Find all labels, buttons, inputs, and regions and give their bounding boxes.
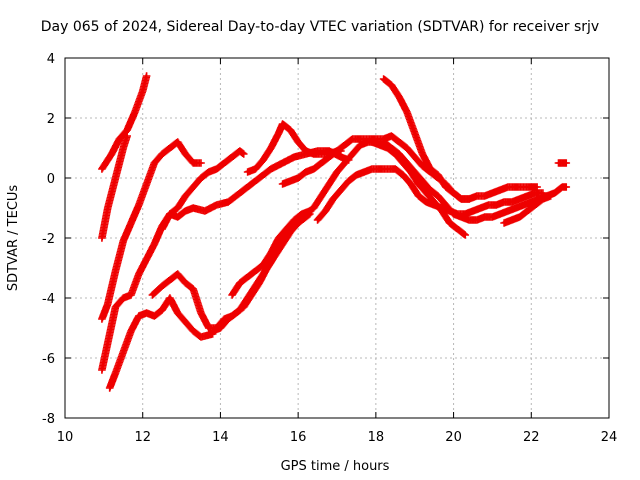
grid-lines — [65, 58, 609, 418]
y-tick-label: -4 — [42, 292, 55, 307]
y-tick-label: -2 — [42, 232, 55, 247]
data-points — [98, 72, 571, 392]
y-tick-label: 2 — [47, 112, 55, 127]
data-point — [465, 195, 473, 203]
x-tick-label: 24 — [601, 430, 618, 445]
x-tick-label: 20 — [445, 430, 462, 445]
series-track-5 — [105, 294, 217, 392]
series-track-3 — [98, 138, 205, 323]
data-point — [546, 192, 555, 200]
data-point — [562, 159, 571, 167]
y-tick-label: -8 — [42, 412, 55, 427]
y-axis-label: SDTVAR / TECUs — [6, 185, 21, 292]
series-track-4 — [98, 147, 353, 374]
x-tick-label: 14 — [212, 430, 229, 445]
data-point — [539, 189, 547, 197]
y-tick-label: -6 — [42, 352, 55, 367]
x-tick-label: 22 — [523, 430, 540, 445]
y-tick-label: 4 — [47, 52, 55, 67]
series-track-15 — [500, 192, 555, 227]
series-track-1 — [98, 72, 151, 173]
data-point — [239, 150, 248, 158]
x-tick-label: 12 — [134, 430, 151, 445]
data-point — [460, 230, 468, 238]
x-tick-label: 18 — [368, 430, 385, 445]
series-track-16 — [554, 159, 571, 167]
chart-title: Day 065 of 2024, Sidereal Day-to-day VTE… — [41, 19, 599, 35]
series-track-2 — [98, 132, 131, 242]
series-track-9 — [228, 207, 314, 299]
x-tick-label: 10 — [57, 430, 74, 445]
series-track-14 — [368, 138, 470, 239]
data-point — [123, 132, 131, 140]
data-point — [461, 231, 470, 239]
y-tick-label: 0 — [47, 172, 55, 187]
series-track-12 — [313, 165, 547, 224]
x-axis-label: GPS time / hours — [281, 459, 390, 474]
data-point — [142, 72, 151, 80]
x-tick-label: 16 — [290, 430, 307, 445]
data-point — [533, 183, 541, 191]
data-point — [197, 159, 205, 167]
data-point — [562, 183, 571, 191]
series-track-13 — [379, 75, 473, 203]
series-track-6 — [158, 147, 248, 233]
